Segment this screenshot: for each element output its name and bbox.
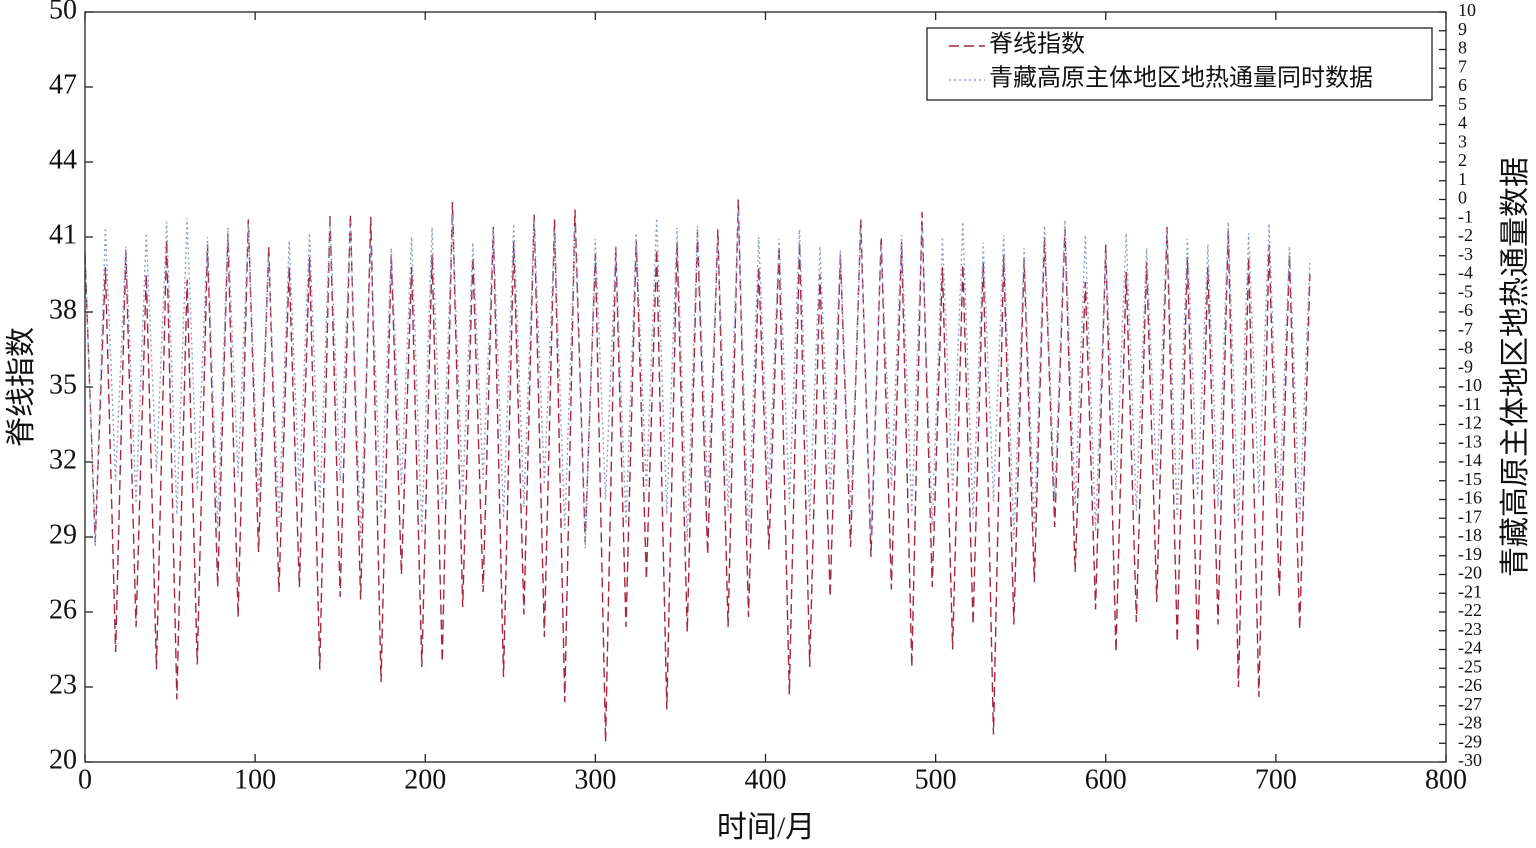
y2-tick-label: -14 [1458, 450, 1482, 470]
y2-tick-label: -7 [1458, 319, 1473, 339]
y2-tick-label: -1 [1458, 206, 1473, 226]
y2-tick-label: -30 [1458, 750, 1482, 770]
x-axis-title: 时间/月 [717, 811, 815, 844]
y2-tick-label: -16 [1458, 488, 1482, 508]
y2-tick-label: 1 [1458, 169, 1467, 189]
y2-tick-label: 2 [1458, 150, 1467, 170]
x-tick-label: 300 [574, 764, 616, 795]
y2-tick-label: 8 [1458, 38, 1467, 58]
y-tick-label: 35 [49, 369, 77, 400]
y2-tick-label: 7 [1458, 56, 1467, 76]
x-tick-label: 200 [404, 764, 446, 795]
y2-tick-label: -5 [1458, 281, 1473, 301]
y2-tick-label: 0 [1458, 188, 1467, 208]
y2-tick-label: -11 [1458, 394, 1481, 414]
y2-tick-label: -6 [1458, 300, 1473, 320]
x-tick-label: 600 [1085, 764, 1127, 795]
y2-tick-label: -19 [1458, 544, 1482, 564]
y2-tick-label: -26 [1458, 675, 1482, 695]
y2-tick-label: 6 [1458, 75, 1467, 95]
y2-tick-label: -12 [1458, 413, 1482, 433]
series-line [84, 210, 1311, 549]
x-tick-label: 700 [1255, 764, 1297, 795]
y2-tick-label: -9 [1458, 356, 1473, 376]
y2-tick-label: -20 [1458, 563, 1482, 583]
y2-tick-label: -13 [1458, 431, 1482, 451]
y-tick-label: 20 [49, 744, 77, 775]
y-tick-label: 32 [49, 444, 77, 475]
y2-tick-label: -3 [1458, 244, 1473, 264]
y2-tick-label: 9 [1458, 19, 1467, 39]
y2-tick-label: -18 [1458, 525, 1482, 545]
y2-tick-label: -2 [1458, 225, 1473, 245]
y2-tick-label: -25 [1458, 656, 1482, 676]
y-tick-label: 44 [49, 144, 77, 175]
y2-tick-label: 5 [1458, 94, 1467, 114]
x-tick-label: 0 [78, 764, 92, 795]
y-tick-label: 47 [49, 69, 77, 100]
y2-tick-label: -22 [1458, 600, 1482, 620]
legend-label: 脊线指数 [989, 31, 1085, 58]
x-tick-label: 500 [915, 764, 957, 795]
y-tick-label: 50 [49, 0, 77, 25]
y-tick-label: 23 [49, 669, 77, 700]
legend-label: 青藏高原主体地区地热通量同时数据 [989, 65, 1373, 92]
y2-tick-label: -27 [1458, 694, 1482, 714]
y2-tick-label: -10 [1458, 375, 1482, 395]
y-tick-label: 38 [49, 294, 77, 325]
series-line [84, 199, 1311, 743]
y-tick-label: 29 [49, 519, 77, 550]
y2-axis-title: 青藏高原主体地区地热通量数据 [1499, 157, 1532, 577]
y2-tick-label: -8 [1458, 338, 1473, 358]
y-tick-label: 26 [49, 594, 77, 625]
x-tick-label: 400 [745, 764, 787, 795]
y2-tick-label: -21 [1458, 581, 1482, 601]
legend-box [926, 27, 1433, 101]
y2-tick-label: 4 [1458, 113, 1467, 133]
y2-tick-label: -17 [1458, 506, 1482, 526]
y2-tick-label: -23 [1458, 619, 1482, 639]
y2-tick-label: 10 [1458, 0, 1476, 20]
x-tick-label: 800 [1425, 764, 1467, 795]
y-axis-title: 脊线指数 [5, 327, 38, 447]
y2-tick-label: -29 [1458, 731, 1482, 751]
y2-tick-label: 3 [1458, 131, 1467, 151]
y-tick-label: 41 [49, 219, 77, 250]
plot-frame [84, 11, 1447, 763]
y2-tick-label: -4 [1458, 263, 1473, 283]
y2-tick-label: -15 [1458, 469, 1482, 489]
x-tick-label: 100 [234, 764, 276, 795]
y2-tick-label: -28 [1458, 713, 1482, 733]
y2-tick-label: -24 [1458, 638, 1482, 658]
